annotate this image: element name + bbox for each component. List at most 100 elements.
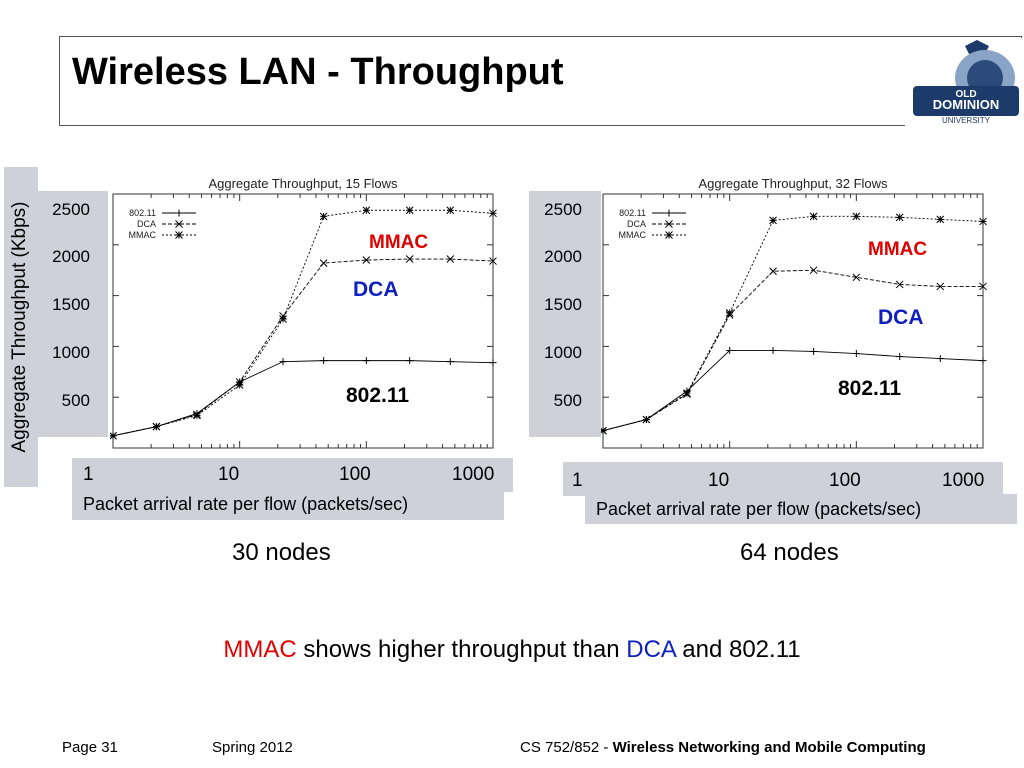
right-x-axis-label: Packet arrival rate per flow (packets/se… [596,499,922,519]
data-point [446,206,455,215]
left-annotation-80211: 802.11 [346,384,410,407]
legend-label: MMAC [619,230,647,240]
right-annotation-mmac: MMAC [868,239,928,260]
left-annotation-mmac: MMAC [369,232,429,253]
series-80211 [600,346,987,435]
marker-stroke [319,212,328,221]
series-mmac [110,206,497,440]
left-x-tick-1000: 1000 [452,464,495,485]
y-axis-label-box [4,167,38,487]
data-point [852,212,861,221]
marker-stroke [936,215,945,224]
summary-dca: DCA [626,636,676,663]
data-point [489,209,497,218]
data-point [979,357,987,365]
series-line [112,258,494,437]
footer-term: Spring 2012 [212,739,293,756]
marker-stroke [895,280,904,289]
left-y-tick-500: 500 [61,391,90,410]
right-x-ticks-box [563,462,1003,496]
marker-stroke [979,217,987,226]
marker-stroke [809,212,818,221]
marker-stroke [405,206,414,215]
data-point [489,257,497,265]
marker-stroke [895,213,904,222]
marker-stroke [665,220,673,228]
legend-entry: DCA [627,219,686,229]
marker-stroke [405,255,414,263]
data-point [279,358,287,366]
marker-stroke [489,257,497,265]
marker-stroke [235,381,244,389]
marker-stroke [852,273,861,282]
marker-stroke [725,309,734,317]
title-box: Wireless LAN - Throughput [59,36,1022,126]
data-point [279,315,287,323]
series-line [602,215,984,432]
marker-stroke [489,209,497,218]
left-y-tick-1500: 1500 [52,295,90,314]
legend-entry: MMAC [619,230,686,240]
summary-text-1: shows higher throughput than [296,636,627,663]
right-caption: 64 nodes [740,539,839,566]
right-annotation-80211: 802.11 [838,377,902,400]
series-line [602,269,983,432]
right-y-ticks-box [529,191,601,437]
summary-line: MMAC shows higher throughput than DCA an… [0,636,1024,664]
marker-stroke [642,415,651,424]
data-point [319,259,328,267]
data-point [193,411,201,420]
right-annotation-dca: DCA [878,306,924,329]
left-y-tick-1000: 1000 [52,343,90,362]
chart-title: Aggregate Throughput, 32 Flows [698,176,888,191]
data-point [406,357,414,365]
logo-text-2: DOMINION [933,97,999,112]
legend-entry: DCA [137,219,196,229]
legend-entry: 802.11 [619,208,686,218]
series-line [602,350,984,432]
left-x-tick-10: 10 [218,464,240,485]
marker-stroke [769,267,777,276]
series-line [112,360,494,437]
footer-course-prefix: CS 752/852 - [520,739,613,756]
marker-stroke [362,256,371,264]
data-point [362,206,371,215]
marker-stroke [852,212,861,221]
university-logo: OLD DOMINION UNIVERSITY [905,38,1023,126]
data-point [769,216,777,225]
marker-stroke [362,206,371,215]
legend-marker [175,231,183,239]
marker-stroke [809,266,818,275]
data-point [235,381,244,389]
marker-stroke [279,315,287,323]
footer-page: Page 31 [62,739,118,756]
right-y-tick-500: 500 [553,391,582,410]
legend-marker [665,220,673,228]
data-point [152,422,161,431]
marker-stroke [979,282,987,291]
series-dca [600,266,987,435]
marker-stroke [193,411,201,420]
left-x-ticks-box [72,458,513,492]
legend-entry: MMAC [129,230,196,240]
data-point [852,350,860,358]
data-point [446,255,455,263]
summary-mmac: MMAC [223,636,297,663]
left-x-axis-label-box [72,490,504,520]
data-point [683,389,691,397]
legend-label: 802.11 [619,208,646,218]
legend-label: DCA [137,219,156,229]
data-point [769,267,777,276]
marker-stroke [769,216,777,225]
left-x-axis-label: Packet arrival rate per flow (packets/se… [83,494,409,514]
data-point [852,273,861,282]
right-y-tick-2500: 2500 [544,200,582,219]
legend-marker [665,209,673,217]
plot-frame [602,193,984,449]
marker-stroke [683,389,691,397]
series-line [112,209,494,437]
marker-stroke [446,255,455,263]
plot-frame [112,193,494,449]
left-y-tick-2500: 2500 [52,200,90,219]
data-point [936,215,945,224]
